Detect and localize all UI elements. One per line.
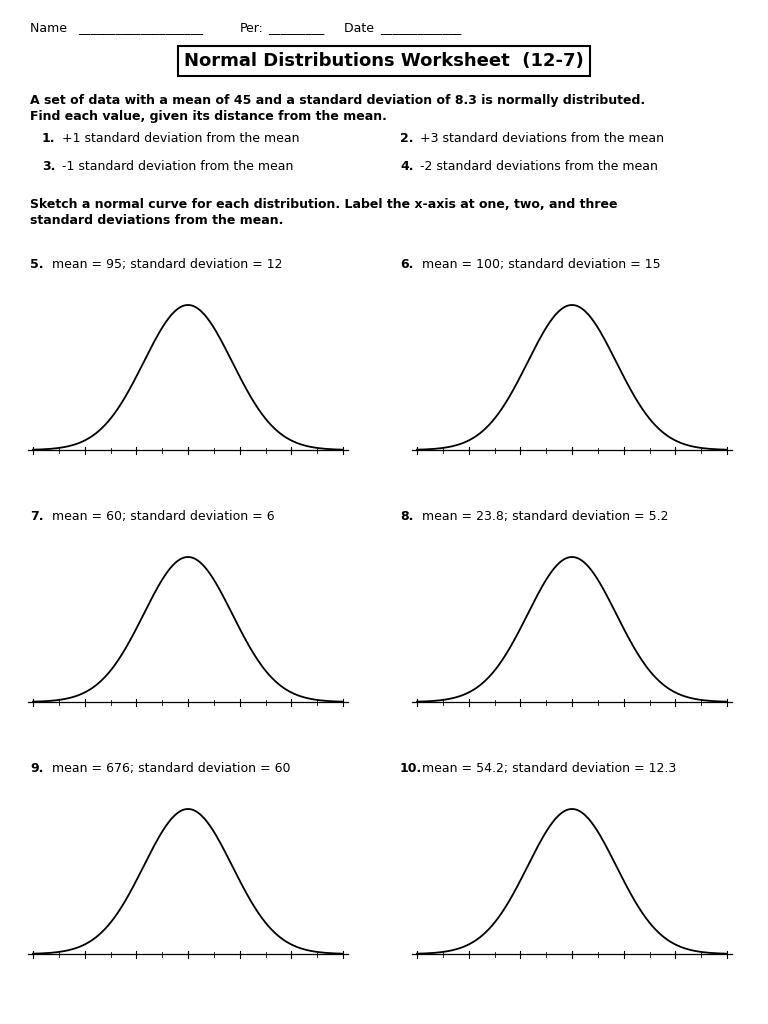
Text: 4.: 4. (400, 160, 413, 173)
Text: mean = 100; standard deviation = 15: mean = 100; standard deviation = 15 (422, 258, 660, 271)
Text: mean = 54.2; standard deviation = 12.3: mean = 54.2; standard deviation = 12.3 (422, 762, 677, 775)
Text: 5.: 5. (30, 258, 44, 271)
Text: Per:: Per: (240, 22, 264, 35)
Text: ____________________: ____________________ (78, 22, 203, 35)
Text: 3.: 3. (42, 160, 55, 173)
Text: 10.: 10. (400, 762, 422, 775)
Text: A set of data with a mean of 45 and a standard deviation of 8.3 is normally dist: A set of data with a mean of 45 and a st… (30, 94, 645, 106)
Text: Date: Date (340, 22, 374, 35)
Text: mean = 23.8; standard deviation = 5.2: mean = 23.8; standard deviation = 5.2 (422, 510, 668, 523)
Text: -1 standard deviation from the mean: -1 standard deviation from the mean (62, 160, 293, 173)
Text: Sketch a normal curve for each distribution. Label the x-axis at one, two, and t: Sketch a normal curve for each distribut… (30, 198, 617, 211)
Text: _________: _________ (268, 22, 324, 35)
Text: +3 standard deviations from the mean: +3 standard deviations from the mean (420, 132, 664, 145)
Text: mean = 60; standard deviation = 6: mean = 60; standard deviation = 6 (52, 510, 275, 523)
Text: +1 standard deviation from the mean: +1 standard deviation from the mean (62, 132, 300, 145)
Text: 1.: 1. (42, 132, 55, 145)
Text: mean = 95; standard deviation = 12: mean = 95; standard deviation = 12 (52, 258, 283, 271)
Text: _____________: _____________ (380, 22, 462, 35)
Text: mean = 676; standard deviation = 60: mean = 676; standard deviation = 60 (52, 762, 290, 775)
Text: 6.: 6. (400, 258, 413, 271)
Text: 9.: 9. (30, 762, 43, 775)
Text: 2.: 2. (400, 132, 413, 145)
Text: Find each value, given its distance from the mean.: Find each value, given its distance from… (30, 110, 387, 123)
Text: 7.: 7. (30, 510, 44, 523)
Text: -2 standard deviations from the mean: -2 standard deviations from the mean (420, 160, 658, 173)
Text: standard deviations from the mean.: standard deviations from the mean. (30, 214, 283, 227)
Text: Normal Distributions Worksheet  (12-7): Normal Distributions Worksheet (12-7) (184, 52, 584, 70)
Text: 8.: 8. (400, 510, 413, 523)
Text: Name: Name (30, 22, 71, 35)
